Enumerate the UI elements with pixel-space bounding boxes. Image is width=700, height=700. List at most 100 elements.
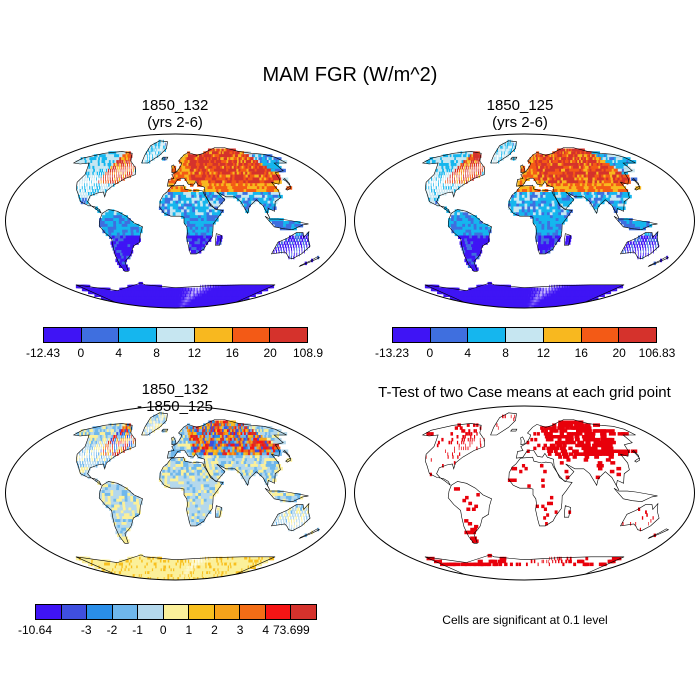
map-cell [164,148,166,152]
map-cell [203,168,208,173]
map-cell [519,192,523,196]
map-cell [124,165,126,170]
map-cell [509,148,511,152]
map-cell [536,151,540,155]
map-cell [457,229,461,234]
map-cell [105,168,108,173]
map-cells [75,139,320,308]
map-cell [183,168,187,173]
map-cell [184,305,187,308]
map-cell [558,284,560,289]
map-cell [181,163,184,167]
map-cell [220,305,227,308]
map-cell [617,218,622,222]
map-cell [180,194,185,199]
map-cell [217,174,222,179]
map-cell [592,200,597,205]
map-cell [530,287,533,292]
map-cell [473,229,478,234]
map-cell [187,180,191,184]
map-cell [648,241,651,245]
map-cell [129,160,131,164]
map-cell [162,197,166,202]
map-cell [554,186,558,190]
map-cell [462,223,466,228]
map-cell [192,223,196,228]
map-cell [235,194,241,199]
coastline-northAmerica [72,151,136,214]
map-cell [243,194,249,199]
map-cell [246,203,251,208]
map-cell [480,235,485,239]
map-cell [526,168,530,173]
map-cell [538,168,542,173]
map-cell [204,197,209,202]
map-cell [498,145,501,150]
map-cell [252,197,258,202]
map-cell [120,174,122,179]
map-cell [529,203,534,208]
map-cell [188,290,190,295]
map-cell [235,183,241,187]
map-cell [539,174,544,179]
map-cell [226,180,232,184]
map-cell [186,302,188,306]
map-cell [274,174,281,179]
map-cell [550,287,552,292]
map-cell [178,302,180,306]
map-cell [202,171,207,176]
map-cell [90,192,93,196]
map-cell [178,200,182,205]
map-cell [620,203,625,208]
map-cell [173,299,176,303]
map-cell [465,177,467,181]
map-cell [191,244,195,248]
map-cell [455,157,459,161]
map-cell [465,232,470,237]
map-cell [122,168,124,173]
map-cell [634,223,639,228]
map-cell [298,232,301,237]
map-cell [433,174,436,179]
map-cell [452,180,454,184]
map-cell [551,165,556,170]
map-cell [600,189,605,193]
map-cell [117,238,122,242]
map-cell [559,200,564,205]
map-cell [200,218,205,222]
map-cell [565,200,569,205]
map-cell [298,238,301,242]
map-cell [113,229,118,234]
map-cell [165,290,168,295]
map-cell [164,142,165,147]
map-cell [516,189,520,193]
map-cell [513,197,517,202]
map-cell [465,215,469,219]
map-cell [298,244,300,248]
map-cell [462,215,466,219]
map-cell [117,261,122,266]
map-cell [186,305,188,308]
map-cell [102,174,104,179]
map-cell [560,287,563,292]
map-cell [189,177,193,181]
map-cell [196,244,200,248]
map-cell [459,180,461,184]
map-cell [508,148,510,152]
map-cell [666,255,669,260]
map-cell [116,218,120,222]
map-cell [156,142,158,147]
map-cell [191,160,195,164]
map-cell [510,203,515,208]
map-cell [220,209,224,213]
map-cell [219,174,224,179]
map-cell [169,296,172,300]
map-cell [291,241,294,245]
map-cell [541,293,543,297]
map-cell [167,197,171,202]
map-cell [95,163,99,167]
map-cell [100,183,103,187]
map-cell [81,160,85,164]
map-cell [191,197,196,202]
map-cell [550,174,555,179]
